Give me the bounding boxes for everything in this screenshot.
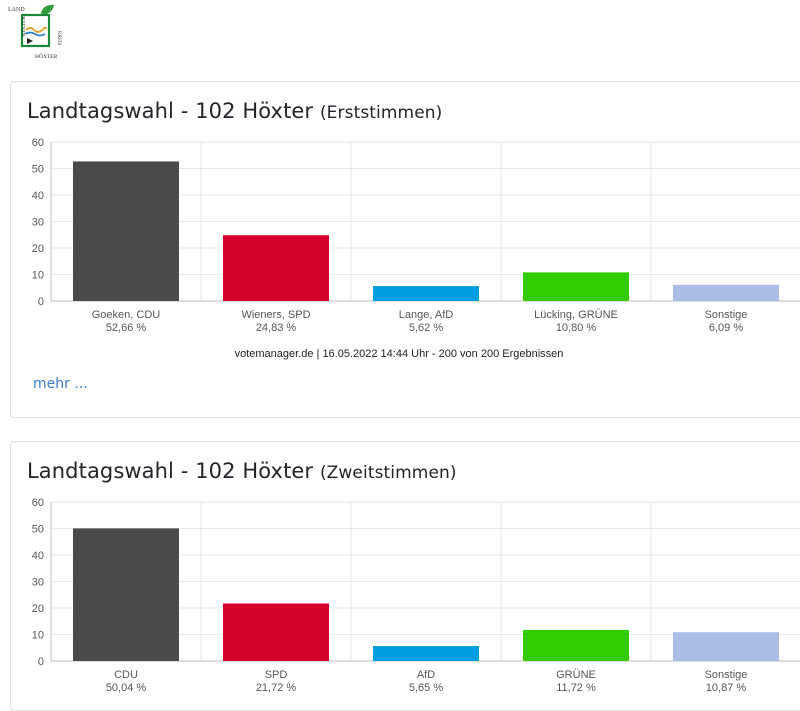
value-label: 21,72 %: [256, 682, 297, 694]
bar: [523, 272, 629, 301]
svg-text:LAND: LAND: [8, 7, 25, 13]
election-card-erststimmen: Landtagswahl - 102 Höxter (Erststimmen) …: [10, 81, 800, 418]
y-tick-label: 60: [32, 137, 44, 149]
title-text: Landtagswahl - 102 Höxter: [27, 99, 314, 123]
bar: [73, 161, 179, 301]
category-label: Lange, AfD: [399, 309, 453, 321]
value-label: 11,72 %: [556, 682, 596, 694]
title-text: Landtagswahl - 102 Höxter: [27, 459, 314, 483]
bar: [673, 632, 779, 661]
bar: [223, 603, 329, 661]
bar: [373, 646, 479, 661]
y-tick-label: 50: [32, 524, 44, 536]
y-tick-label: 40: [32, 550, 44, 562]
value-label: 24,83 %: [256, 322, 297, 334]
category-label: AfD: [417, 669, 435, 681]
svg-text:HÖXTER: HÖXTER: [35, 53, 58, 60]
category-label: Wieners, SPD: [241, 309, 310, 321]
value-label: 5,65 %: [409, 682, 443, 694]
category-label: GRÜNE: [556, 669, 596, 681]
y-tick-label: 20: [32, 603, 44, 615]
title-vote-type: (Erststimmen): [319, 103, 443, 123]
bar: [223, 235, 329, 301]
y-tick-label: 0: [38, 656, 44, 668]
more-link[interactable]: mehr ...: [33, 376, 88, 392]
card-title: Landtagswahl - 102 Höxter (Zweitstimmen): [27, 459, 457, 483]
value-label: 10,80 %: [556, 322, 597, 334]
y-tick-label: 10: [32, 270, 44, 282]
kreis-hoexter-logo: LAND KULTUR KREIS HÖXTER: [8, 3, 64, 61]
svg-text:KREIS: KREIS: [56, 31, 61, 46]
title-vote-type: (Zweitstimmen): [319, 463, 457, 483]
y-tick-label: 30: [32, 577, 44, 589]
y-tick-label: 60: [32, 497, 44, 509]
svg-text:KULTUR: KULTUR: [22, 16, 27, 36]
card-title: Landtagswahl - 102 Höxter (Erststimmen): [27, 99, 442, 123]
category-label: Sonstige: [705, 309, 748, 321]
y-tick-label: 50: [32, 164, 44, 176]
election-card-zweitstimmen: Landtagswahl - 102 Höxter (Zweitstimmen)…: [10, 441, 800, 711]
category-label: Lücking, GRÜNE: [534, 309, 618, 321]
value-label: 52,66 %: [106, 322, 147, 334]
source-info: votemanager.de | 16.05.2022 14:44 Uhr - …: [234, 348, 564, 360]
bar: [523, 629, 629, 661]
category-label: Goeken, CDU: [92, 309, 161, 321]
category-label: CDU: [114, 669, 138, 681]
bar: [673, 284, 779, 301]
bar: [73, 528, 179, 661]
value-label: 50,04 %: [106, 682, 147, 694]
y-tick-label: 0: [38, 296, 44, 308]
category-label: Sonstige: [705, 669, 748, 681]
value-label: 10,87 %: [706, 682, 747, 694]
y-tick-label: 30: [32, 217, 44, 229]
y-tick-label: 20: [32, 243, 44, 255]
y-tick-label: 10: [32, 630, 44, 642]
y-tick-label: 40: [32, 190, 44, 202]
category-label: SPD: [265, 669, 288, 681]
value-label: 5,62 %: [409, 322, 443, 334]
bar: [373, 286, 479, 301]
value-label: 6,09 %: [709, 322, 743, 334]
